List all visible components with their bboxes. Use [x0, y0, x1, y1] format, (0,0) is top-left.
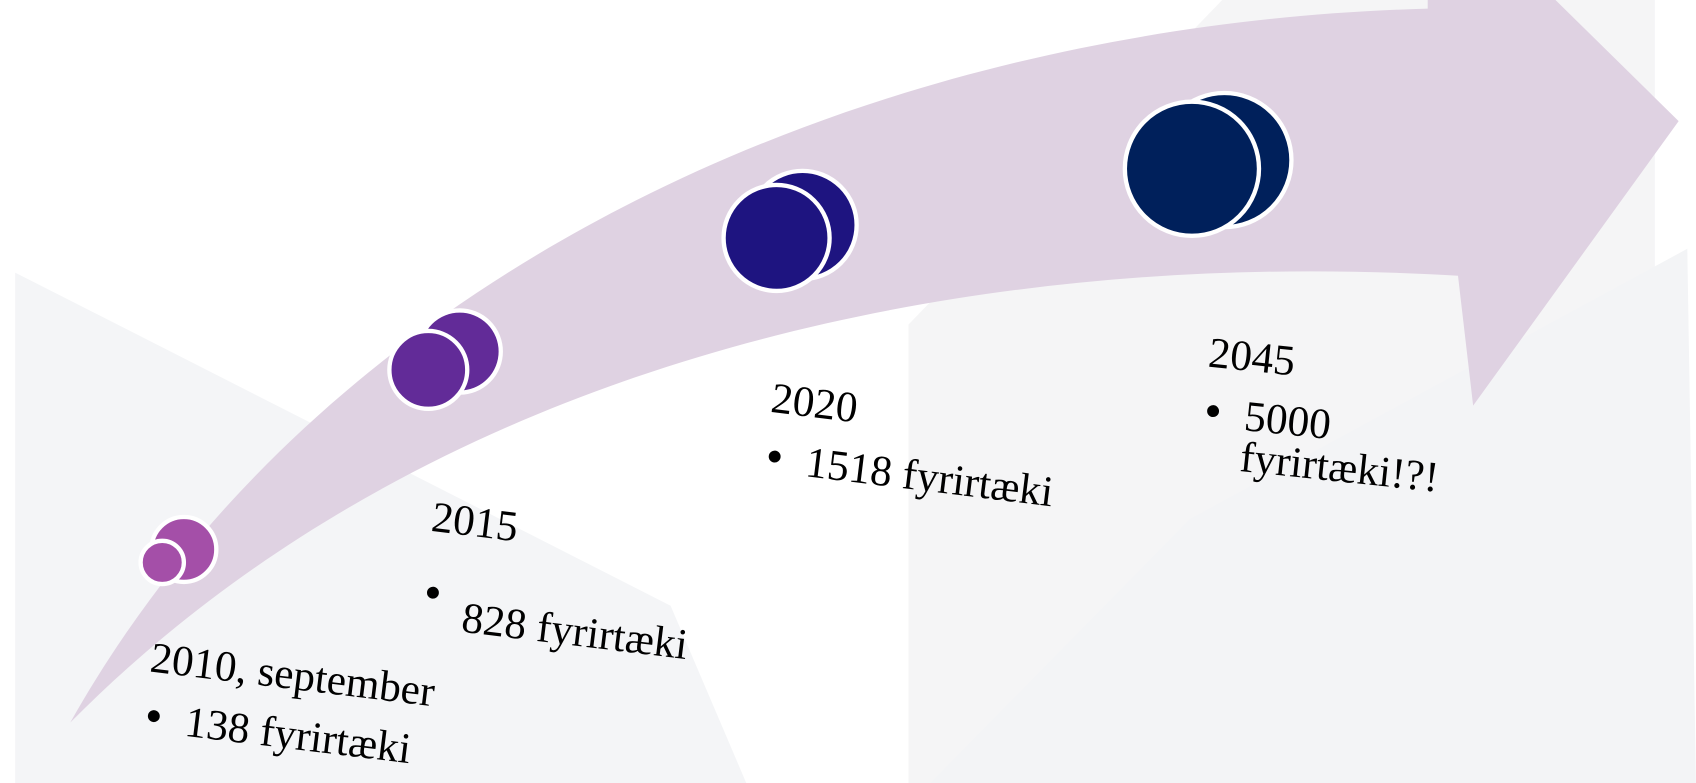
marker-front	[141, 541, 184, 584]
marker-front	[724, 185, 830, 291]
bullet-dot	[1207, 405, 1220, 418]
marker-front	[389, 331, 467, 409]
bullet-dot	[147, 709, 160, 722]
diagram: 2010, september 138 fyrirtæki 2015 828 f…	[0, 0, 1696, 783]
marker-front	[1125, 102, 1259, 236]
milestone: 2045 5000 fyrirtæki!?!	[1196, 329, 1480, 501]
bullet-dot	[426, 586, 439, 599]
page: 2010, september 138 fyrirtæki 2015 828 f…	[0, 0, 1696, 783]
bullet-dot	[768, 450, 781, 463]
